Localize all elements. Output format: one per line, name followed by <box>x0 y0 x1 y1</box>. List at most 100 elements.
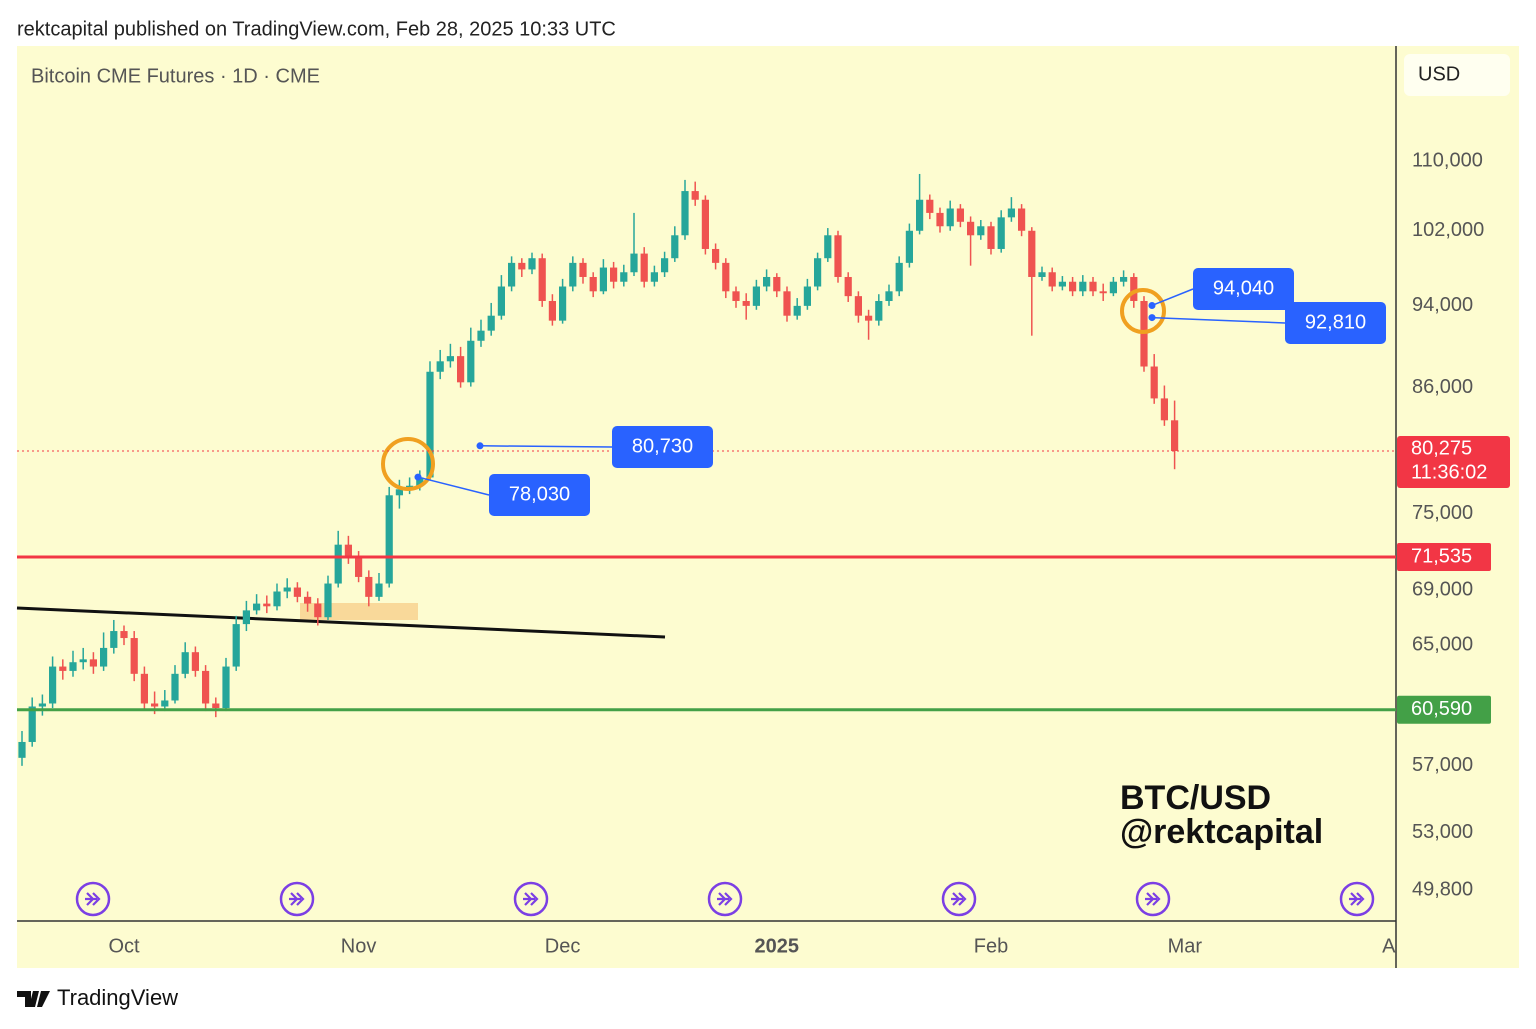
x-tick-label: Dec <box>545 935 581 957</box>
y-tick-label: 53,000 <box>1412 821 1473 843</box>
callout-box <box>612 426 713 468</box>
candle-body <box>283 587 291 592</box>
y-tick-label: 75,000 <box>1412 502 1473 524</box>
candle-body <box>344 544 352 558</box>
candle-body <box>1099 291 1107 294</box>
candle-body <box>946 208 954 227</box>
event-icon-arrow <box>951 892 967 906</box>
trendline <box>16 606 666 639</box>
candle-body <box>803 286 811 306</box>
candle-body <box>916 199 924 231</box>
callout-connector <box>1151 316 1286 324</box>
candle-body <box>640 253 648 282</box>
y-tick-label: 102,000 <box>1412 219 1484 241</box>
event-icon-arrow <box>1145 892 1161 906</box>
chart-title: Bitcoin CME Futures · 1D · CME <box>31 65 320 87</box>
chart-background <box>17 46 1519 968</box>
candle-body <box>38 703 46 707</box>
y-tick-label: 69,000 <box>1412 578 1473 600</box>
candle-body <box>355 557 363 577</box>
level-label: 60,590 <box>1411 698 1472 720</box>
candle-body <box>752 286 760 306</box>
candle-body <box>854 296 862 316</box>
candle-body <box>100 647 108 667</box>
candle-body <box>293 587 301 597</box>
event-icon-arrow <box>523 892 539 906</box>
candle-body <box>1058 281 1066 287</box>
candle-body <box>222 666 230 709</box>
x-tick-label: Mar <box>1168 935 1203 957</box>
candle-body <box>263 603 271 607</box>
candle-body <box>1130 276 1138 301</box>
candle-body <box>905 230 913 263</box>
candle-body <box>518 262 526 270</box>
candle-body <box>273 591 281 607</box>
candle-body <box>763 276 771 287</box>
candles <box>18 173 1179 766</box>
candle-body <box>997 217 1005 249</box>
candle-body <box>1018 208 1026 231</box>
candle-body <box>365 576 373 597</box>
watermark: @rektcapital <box>1120 813 1323 851</box>
candle-body <box>1079 281 1087 292</box>
candle-body <box>844 276 852 297</box>
callout-connector <box>479 445 613 448</box>
candle-body <box>1109 281 1117 294</box>
currency-label: USD <box>1418 63 1460 85</box>
candle-body <box>497 286 505 316</box>
level-label-box <box>1397 542 1491 571</box>
currency-button[interactable] <box>1404 54 1510 96</box>
x-tick-label: A <box>1382 935 1396 957</box>
callout-label: 78,030 <box>509 483 570 505</box>
candle-body <box>426 371 434 478</box>
callout-box <box>1285 302 1386 344</box>
candle-body <box>926 199 934 213</box>
candle-body <box>681 191 689 236</box>
candle-body <box>253 603 261 611</box>
y-tick-label: 49,800 <box>1412 878 1473 900</box>
candle-body <box>477 330 485 341</box>
candle-body <box>1160 398 1168 421</box>
header: rektcapital published on TradingView.com… <box>17 18 616 40</box>
candle-body <box>1028 230 1036 277</box>
x-tick-label: Oct <box>108 935 140 957</box>
candle-body <box>18 741 26 758</box>
candle-body <box>691 191 699 200</box>
candle-body <box>650 272 658 282</box>
candle-body <box>191 652 199 671</box>
candle-body <box>610 267 618 282</box>
x-tick-label: Feb <box>974 935 1008 957</box>
candle-body <box>161 700 169 707</box>
candle-body <box>171 673 179 701</box>
candle-body <box>467 340 475 383</box>
candle-body <box>559 286 567 321</box>
candle-body <box>1089 281 1097 292</box>
candle-body <box>1171 420 1179 452</box>
highlight-circle <box>1120 288 1166 334</box>
candle-body <box>987 226 995 249</box>
candle-body <box>181 652 189 674</box>
candle-body <box>956 208 964 222</box>
event-icon-arrow <box>717 892 733 906</box>
candle-body <box>773 276 781 292</box>
watermark: BTC/USD <box>1120 779 1271 817</box>
candle-body <box>834 235 842 277</box>
candle-body <box>120 631 128 639</box>
callout-box <box>489 474 590 516</box>
candle-body <box>487 315 495 331</box>
candle-body <box>865 315 873 321</box>
candle-body <box>824 235 832 259</box>
callout-connector <box>417 476 490 496</box>
x-tick-label: Nov <box>341 935 377 957</box>
candle-body <box>548 300 556 321</box>
candle-body <box>334 544 342 584</box>
callout-label: 80,730 <box>632 435 693 457</box>
candle-body <box>89 659 97 667</box>
candle-body <box>885 291 893 301</box>
candle-body <box>508 262 516 287</box>
y-tick-label: 57,000 <box>1412 754 1473 776</box>
candle-body <box>528 258 536 270</box>
candle-body <box>69 662 77 671</box>
candle-body <box>446 356 454 362</box>
